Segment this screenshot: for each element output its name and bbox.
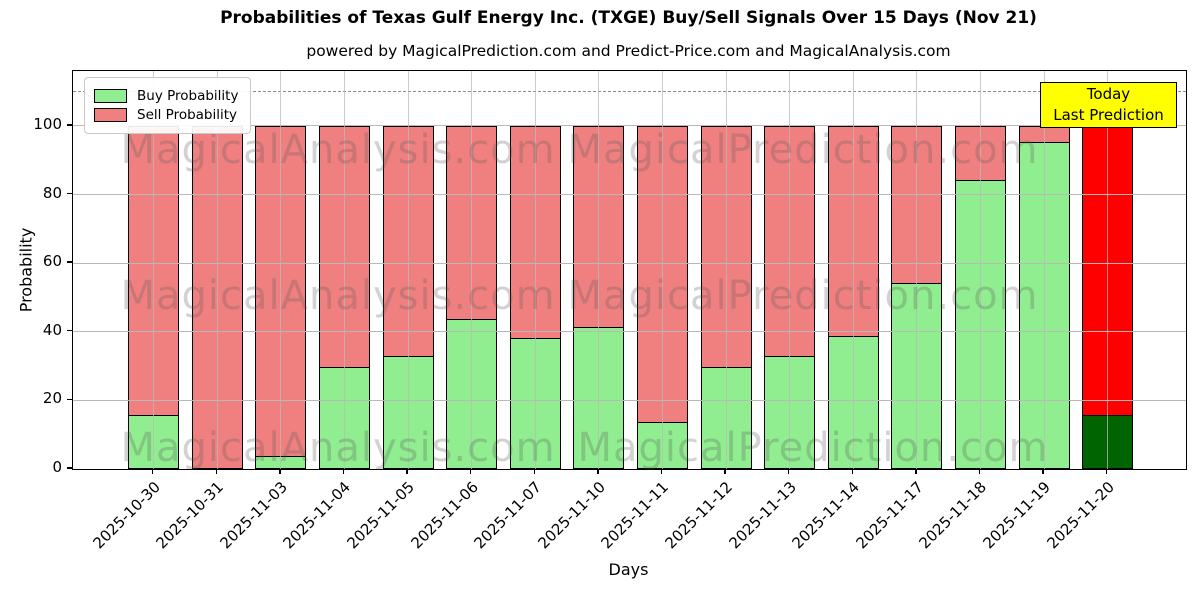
x-tick-label: 2025-11-19 [979, 478, 1054, 553]
watermark-magicalanalysis: MagicalAnalysis.com [120, 127, 556, 173]
x-tick-mark [788, 469, 790, 475]
chart-title: Probabilities of Texas Gulf Energy Inc. … [220, 8, 1037, 28]
x-tick-mark [342, 469, 345, 475]
x-tick-label: 2025-10-31 [152, 478, 228, 553]
watermark-magicalanalysis: MagicalAnalysis.com [120, 273, 556, 319]
x-tick-mark [152, 469, 154, 475]
today-line2: Last Prediction [1053, 106, 1164, 124]
x-gridline [1043, 71, 1045, 469]
chart-subtitle: powered by MagicalPrediction.com and Pre… [306, 42, 951, 60]
x-gridline [407, 71, 409, 469]
y-tick-mark [67, 330, 72, 332]
y-gridline [73, 125, 1186, 127]
y-tick-mark [67, 467, 72, 469]
watermark-magicalprediction: MagicalPrediction.com [567, 273, 1039, 319]
x-gridline [598, 71, 600, 469]
y-gridline [73, 399, 1186, 401]
y-tick-label: 100 [33, 114, 62, 133]
legend-item-sell: Sell Probability [94, 107, 238, 123]
watermark-magicalprediction: MagicalPrediction.com [567, 127, 1039, 173]
x-tick-mark [851, 469, 853, 475]
x-tick-label: 2025-11-18 [915, 478, 991, 553]
x-tick-mark [660, 469, 663, 475]
today-last-prediction-badge: Today Last Prediction [1040, 82, 1177, 128]
x-tick-label: 2025-10-30 [89, 478, 164, 553]
x-axis-label: Days [608, 560, 649, 579]
x-tick-mark [724, 469, 726, 475]
legend-buy-label: Buy Probability [137, 88, 239, 104]
x-tick-mark [279, 469, 281, 475]
watermark-magicalanalysis: MagicalAnalysis.com [120, 425, 556, 471]
x-tick-label: 2025-11-05 [343, 478, 418, 553]
y-gridline [73, 331, 1186, 333]
y-tick-label: 60 [42, 252, 62, 271]
x-gridline [725, 71, 727, 469]
x-tick-label: 2025-11-07 [470, 478, 546, 553]
x-tick-label: 2025-11-10 [534, 478, 609, 553]
y-gridline [73, 262, 1186, 264]
x-tick-label: 2025-11-04 [279, 478, 355, 553]
x-tick-label: 2025-11-13 [725, 478, 800, 553]
x-tick-mark [978, 469, 981, 475]
x-tick-mark [1106, 469, 1108, 475]
x-tick-label: 2025-11-14 [788, 478, 864, 553]
x-tick-label: 2025-11-17 [852, 478, 927, 553]
y-gridline [73, 194, 1186, 196]
dashed-threshold-line [73, 90, 1186, 92]
watermark-magicalprediction: MagicalPrediction.com [577, 425, 1049, 471]
y-tick-mark [67, 124, 72, 126]
buy-swatch-icon [94, 89, 127, 103]
x-gridline [852, 71, 854, 469]
x-tick-label: 2025-11-12 [661, 478, 736, 553]
legend: Buy Probability Sell Probability [84, 77, 252, 134]
x-gridline [980, 71, 981, 469]
x-tick-mark [1042, 469, 1044, 475]
plot-area: MagicalAnalysis.com MagicalPrediction.com… [72, 70, 1187, 471]
x-gridline [662, 71, 663, 469]
y-tick-mark [67, 261, 72, 263]
x-tick-label: 2025-11-11 [597, 478, 673, 553]
x-tick-label: 2025-11-06 [407, 478, 482, 553]
y-tick-mark [67, 192, 72, 195]
sell-swatch-icon [94, 108, 127, 122]
legend-sell-label: Sell Probability [137, 107, 238, 123]
x-tick-mark [915, 469, 917, 475]
x-gridline [471, 71, 473, 469]
x-gridline [280, 71, 282, 469]
x-tick-mark [597, 469, 599, 475]
x-tick-mark [533, 469, 535, 475]
y-tick-label: 80 [42, 183, 62, 202]
x-gridline [789, 71, 791, 469]
x-gridline [344, 71, 345, 469]
y-tick-label: 20 [42, 389, 62, 408]
x-tick-mark [470, 469, 472, 475]
x-gridline [216, 71, 218, 469]
x-tick-mark [215, 469, 217, 475]
x-gridline [153, 71, 155, 469]
y-tick-mark [67, 398, 72, 401]
x-tick-label: 2025-11-20 [1043, 478, 1118, 553]
x-gridline [534, 71, 536, 469]
today-line1: Today [1086, 85, 1131, 103]
x-gridline [1107, 71, 1109, 469]
legend-item-buy: Buy Probability [94, 88, 238, 104]
x-gridline [916, 71, 918, 469]
y-tick-label: 0 [52, 458, 62, 476]
x-tick-mark [406, 469, 408, 475]
y-tick-label: 40 [42, 320, 62, 339]
x-tick-label: 2025-11-03 [216, 478, 291, 553]
